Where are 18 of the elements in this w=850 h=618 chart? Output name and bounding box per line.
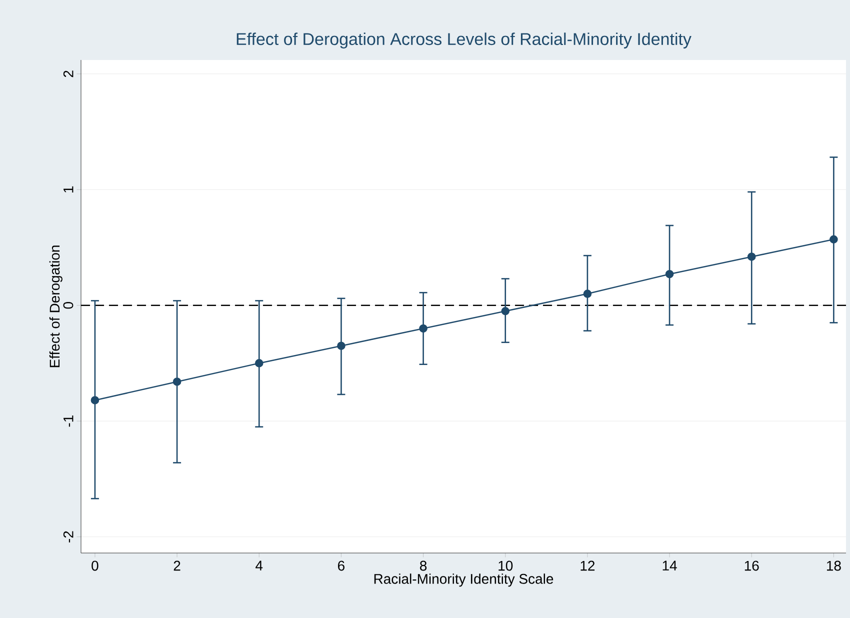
- y-tick-label: 0: [63, 302, 74, 309]
- x-axis-title: Racial-Minority Identity Scale: [374, 574, 554, 587]
- x-tick-label: 8: [420, 560, 427, 571]
- x-tick-label: 4: [256, 560, 263, 570]
- y-tick-label: 1: [64, 186, 74, 192]
- x-tick-label: 0: [92, 560, 98, 571]
- y-tick-label: -1: [64, 416, 74, 427]
- chart-title: Effect of Derogation Across Levels of Racial-Minority Identity: [236, 32, 692, 48]
- x-tick-label: 16: [744, 560, 759, 571]
- x-tick-label: 6: [338, 560, 344, 571]
- y-tick-label: 2: [63, 70, 74, 78]
- x-tick-label: 2: [174, 560, 180, 571]
- y-tick-label: -2: [63, 531, 74, 542]
- x-tick-label: 12: [580, 560, 595, 571]
- x-tick-label: 14: [662, 560, 677, 570]
- y-axis-title: Effect of Derogation: [49, 246, 62, 368]
- x-tick-label: 10: [498, 560, 513, 571]
- x-tick-label: 18: [826, 560, 841, 571]
